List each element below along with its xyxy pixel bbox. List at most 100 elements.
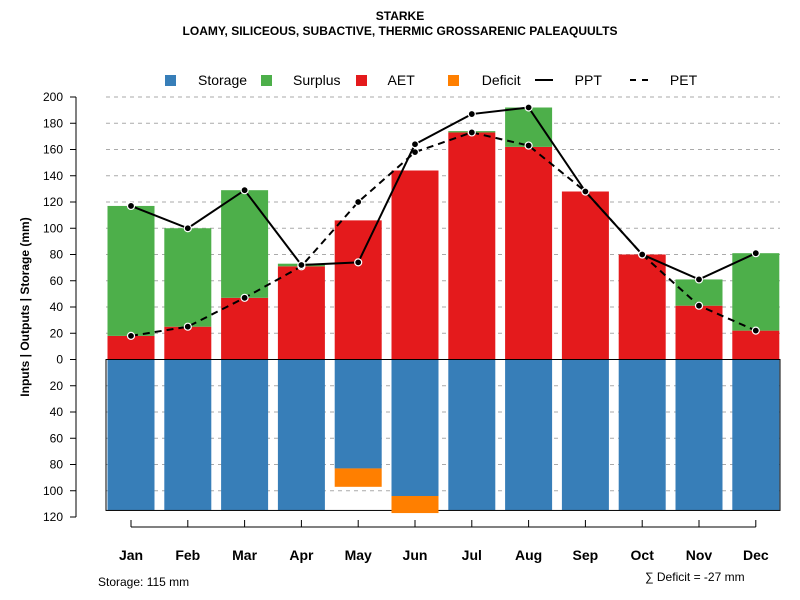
legend-swatch-aet [355,74,367,86]
y-tick-label: 40 [50,300,64,314]
aet-bar-apr [277,266,325,360]
pet-point-feb [183,322,192,331]
x-tick-label-apr: Apr [289,547,314,563]
surplus-bar-nov [675,279,723,306]
y-tick-label: 20 [50,326,64,340]
surplus-bar-feb [164,228,212,327]
ppt-point-mar [240,186,249,195]
storage-bar-may [334,359,382,469]
legend-item-aet: AET [355,72,415,88]
ppt-point-dec [751,249,760,258]
aet-bar-jan [107,335,155,360]
storage-bar-oct [618,359,666,511]
pet-point-jul [467,128,476,137]
legend-swatch-deficit [447,74,459,86]
pet-point-may [354,197,363,207]
legend-label-surplus: Surplus [293,72,341,88]
surplus-bar-mar [221,190,269,298]
ppt-point-may [354,258,363,267]
storage-bar-nov [675,359,723,511]
y-tick-label: 180 [43,116,63,130]
storage-bar-feb [164,359,212,511]
ppt-line [130,106,757,281]
aet-bar-jul [448,132,496,360]
x-axis: Jan Feb Mar Apr May Jun Jul Aug Sep Oct Nov Dec [119,520,769,563]
y-tick-label: 60 [50,274,64,288]
aet-bar-feb [164,326,212,360]
storage-bar-jul [448,359,496,511]
legend-label-storage: Storage [198,72,248,88]
x-tick-label-mar: Mar [232,547,257,563]
surplus-bar-aug [505,107,553,147]
y-tick-label: 80 [50,248,64,262]
aet-bar-nov [675,305,723,360]
surplus-bar-dec [732,253,780,331]
aet-bar-may [334,220,382,360]
legend-label-pet: PET [669,72,698,88]
x-tick-label-nov: Nov [686,547,713,563]
aet-bar-sep [561,191,609,360]
storage-bar-jan [107,359,155,511]
ppt-point-jun [410,140,420,149]
surplus-bar-jan [107,205,155,336]
storage-bar-dec [732,359,780,511]
ppt-point-aug [524,103,533,112]
y-tick-label: 100 [43,484,63,498]
ppt-point-jul [467,109,476,119]
legend-item-ppt: PPT [534,72,602,88]
legend-swatch-surplus [261,74,273,86]
ppt-point-apr [297,260,306,270]
y-tick-label: 140 [43,169,63,183]
storage-bar-jun [391,359,439,496]
y-tick-label: 120 [43,195,63,209]
storage-bars [107,359,780,511]
x-tick-label-dec: Dec [743,547,769,563]
pet-line [130,131,757,337]
y-tick-label: 80 [50,458,64,472]
ppt-point-nov [694,275,704,284]
legend-label-aet: AET [387,72,415,88]
y-tick-label: 20 [50,379,64,393]
pet-point-dec [751,326,760,335]
legend-item-pet: PET [629,72,698,88]
x-tick-label-feb: Feb [175,547,200,563]
legend-item-deficit: Deficit [447,72,521,88]
x-tick-label-sep: Sep [573,547,599,563]
aet-bar-oct [618,254,666,360]
pet-point-aug [524,141,533,150]
aet-bars [107,132,780,360]
ppt-point-oct [638,250,647,259]
legend-line-pet [629,79,648,81]
y-tick-label: 0 [56,353,63,367]
aet-bar-dec [732,330,780,360]
y-tick-label: 100 [43,221,63,235]
pet-point-mar [240,293,249,302]
chart-subtitle: LOAMY, SILICEOUS, SUBACTIVE, THERMIC GRO… [182,24,618,38]
deficit-note: ∑ Deficit = -27 mm [645,570,745,584]
ppt-point-jan [126,201,136,211]
y-axis: 2001801601401201008060402002040608010012… [43,90,77,524]
legend-item-surplus: Surplus [261,72,341,88]
storage-bar-aug [505,359,553,511]
legend: Storage Surplus AET Deficit PPT PET [165,70,697,90]
legend-swatch-storage [165,74,176,86]
x-tick-label-jul: Jul [462,547,482,563]
y-tick-label: 60 [50,431,64,445]
ppt-points [126,103,760,284]
y-axis-title: Inputs | Outputs | Storage (mm) [18,217,32,396]
chart-title: STARKE [375,9,425,23]
y-tick-label: 120 [43,510,63,524]
x-tick-label-oct: Oct [631,547,655,563]
storage-bar-apr [277,359,325,511]
pet-point-jan [126,331,136,340]
aet-bar-mar [221,297,269,360]
storage-bar-sep [561,359,609,511]
legend-line-ppt [534,79,553,81]
surplus-bars [107,107,780,336]
y-tick-label: 40 [50,405,64,419]
ppt-point-sep [581,187,590,196]
deficit-bar-may [334,468,382,487]
legend-item-storage: Storage [165,72,247,88]
deficit-bar-jun [391,496,439,514]
